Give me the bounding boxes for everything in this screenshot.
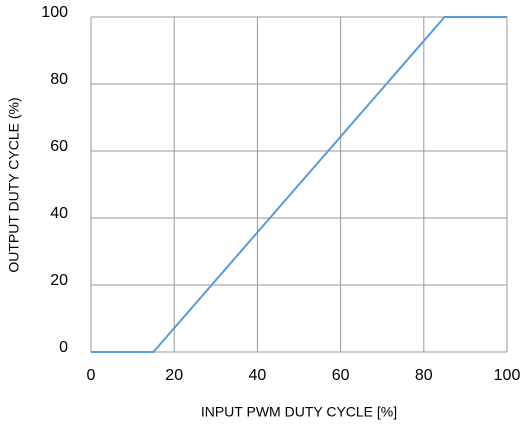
data-line — [91, 16, 507, 353]
y-tick-label: 60 — [50, 138, 68, 155]
x-tick-label: 0 — [87, 367, 96, 384]
x-tick-label: 80 — [415, 367, 433, 384]
x-tick-label: 60 — [332, 367, 350, 384]
x-tick-label: 40 — [249, 367, 267, 384]
x-axis-label: INPUT PWM DUTY CYCLE [%] — [201, 404, 397, 420]
y-tick-label: 40 — [50, 205, 68, 222]
y-tick-label: 0 — [59, 339, 68, 356]
y-axis-label: OUTPUT DUTY CYCLE (%) — [6, 97, 22, 272]
y-tick-label: 20 — [50, 272, 68, 289]
x-tick-label: 100 — [494, 367, 521, 384]
y-tick-label: 80 — [50, 71, 68, 88]
y-tick-label: 100 — [41, 4, 68, 21]
x-tick-label: 20 — [165, 367, 183, 384]
